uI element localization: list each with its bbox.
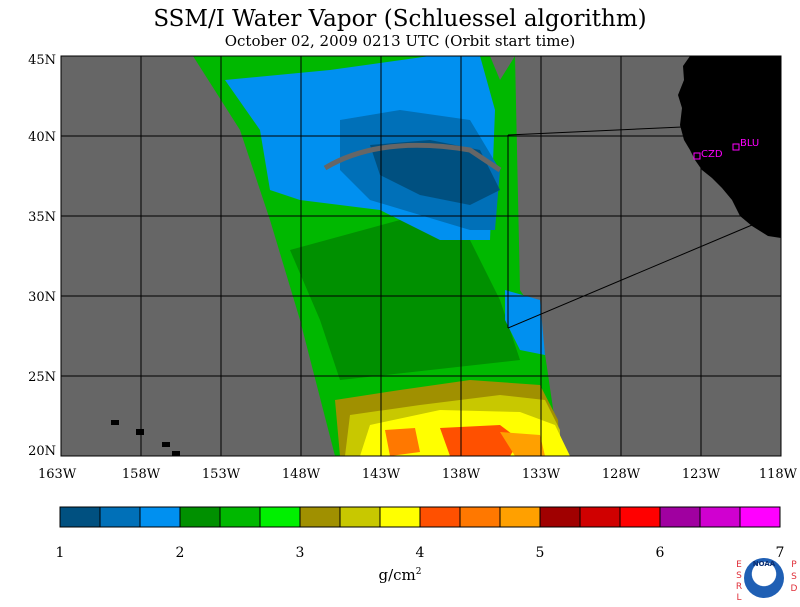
colorbar-swatch: [259, 506, 301, 528]
lon-label: 123W: [682, 467, 721, 482]
station-markers: [693, 143, 740, 160]
colorbar-unit-text: g/cm: [378, 566, 416, 584]
map-frame: [60, 55, 782, 457]
colorbar-swatch: [659, 506, 701, 528]
swath-band-dark-green: [290, 220, 520, 380]
colorbar-swatch: [699, 506, 741, 528]
swath-band-orange: [385, 428, 420, 456]
colorbar-swatch: [379, 506, 421, 528]
colorbar-tick-label: 6: [655, 545, 665, 561]
longitude-axis: 163W 158W 153W 148W 143W 138W 133W 128W 123W 118W: [38, 467, 798, 482]
colorbar-swatch: [59, 506, 101, 528]
colorbar-tick-label: 5: [535, 545, 545, 561]
colorbar-swatch: [619, 506, 661, 528]
lat-label: 20N: [28, 444, 56, 459]
lat-label: 40N: [28, 130, 56, 145]
lat-label: 35N: [28, 210, 56, 225]
logo-esrl-letters: ESRL: [734, 560, 744, 607]
colorbar-swatch: [499, 506, 541, 528]
lat-label: 30N: [28, 290, 56, 305]
swath-band-orange-2: [440, 425, 520, 456]
swath-band-gold: [500, 432, 545, 456]
colorbar-swatch: [339, 506, 381, 528]
colorbar-tick-label: 3: [295, 545, 305, 561]
colorbar-swatch: [579, 506, 621, 528]
lon-label: 153W: [202, 467, 241, 482]
lat-lon-grid: [61, 56, 781, 456]
lon-label: 128W: [602, 467, 641, 482]
land-hawaii: [111, 420, 180, 456]
lon-label: 118W: [759, 467, 798, 482]
colorbar-tick-label: 1: [55, 545, 65, 561]
station-blu-marker: [732, 143, 740, 151]
lon-label: 148W: [282, 467, 321, 482]
colorbar-swatch: [139, 506, 181, 528]
colorbar-tick-label: 2: [175, 545, 185, 561]
latitude-axis: 45N 40N 35N 30N 25N 20N: [28, 53, 56, 459]
noaa-emblem-text: NOAA: [752, 560, 776, 568]
colorbar-swatch: [459, 506, 501, 528]
lon-label: 158W: [122, 467, 161, 482]
colorbar-tick-label: 4: [415, 545, 425, 561]
station-czd-label: CZD: [701, 149, 723, 160]
lon-label: 143W: [362, 467, 401, 482]
colorbar-unit-exponent: 2: [415, 567, 422, 577]
colorbar-swatch: [219, 506, 261, 528]
swath-band-dark-blue: [370, 140, 500, 205]
map-title: SSM/I Water Vapor (Schluessel algorithm): [153, 6, 647, 32]
colorbar-swatch: [99, 506, 141, 528]
colorbar-swatch: [419, 506, 461, 528]
lon-label: 138W: [442, 467, 481, 482]
logo-esrl-text: ESRL: [734, 560, 744, 604]
lon-label: 163W: [38, 467, 77, 482]
lon-label: 133W: [522, 467, 561, 482]
colorbar-tick-label: 7: [775, 545, 785, 561]
noaa-emblem: NOAA: [744, 558, 784, 598]
colorbar-swatch: [539, 506, 581, 528]
logo-psd-text: PSD: [789, 560, 799, 596]
logo-psd-letters: PSD: [789, 560, 799, 599]
station-blu-label: BLU: [740, 138, 759, 149]
colorbar-swatch: [179, 506, 221, 528]
colorbar-swatch: [739, 506, 781, 528]
lat-label: 25N: [28, 370, 56, 385]
colorbar: [59, 506, 781, 528]
colorbar-swatch: [299, 506, 341, 528]
colorbar-unit: g/cm2: [370, 566, 430, 584]
station-czd-marker: [693, 152, 701, 160]
swath-band-blue-south: [505, 290, 545, 355]
land-north-america: [678, 56, 781, 238]
lat-label: 45N: [28, 53, 56, 68]
satellite-swath: [193, 56, 570, 456]
noaa-esrl-logo: ESRL NOAA PSD: [732, 556, 800, 604]
map-subtitle: October 02, 2009 0213 UTC (Orbit start t…: [224, 32, 576, 50]
